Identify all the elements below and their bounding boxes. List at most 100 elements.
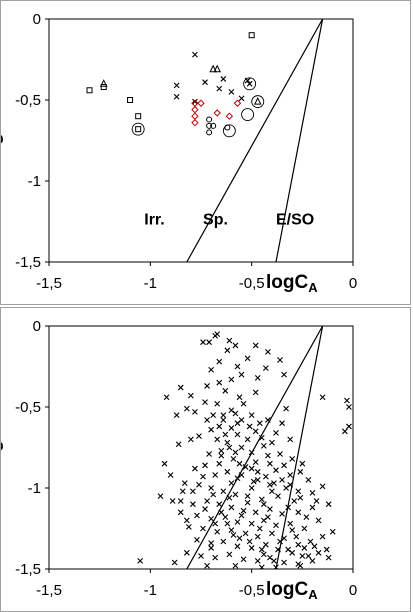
data-point-x: [242, 464, 249, 470]
data-point-x: [291, 498, 298, 504]
data-point-triangle: [213, 64, 222, 73]
data-point-square: [86, 87, 93, 94]
x-tick-label: -0,5: [239, 275, 265, 292]
data-point-x: [210, 412, 217, 418]
data-point-x: [204, 417, 210, 423]
data-point-x: [325, 554, 332, 561]
data-point-x: [248, 485, 255, 491]
data-point-x: [208, 426, 215, 433]
data-point-x: [183, 517, 190, 524]
data-point-x: [277, 357, 283, 363]
data-point-x: [208, 485, 215, 491]
data-point-x: [289, 527, 296, 534]
data-point-x: [238, 444, 245, 451]
data-point-x: [342, 428, 348, 435]
y-tick-label: -0,5: [15, 399, 41, 416]
data-point-x: [252, 459, 259, 465]
data-point-x: [254, 477, 261, 483]
data-point-x: [234, 363, 241, 370]
data-point-x: [167, 472, 174, 478]
data-point-x: [279, 420, 285, 427]
data-point-x: [283, 485, 290, 491]
data-point-x: [190, 501, 196, 508]
data-point-x: [283, 405, 290, 412]
x-tick-label: -1: [144, 275, 157, 292]
data-point-triangle: [99, 79, 108, 87]
data-point-x: [346, 404, 352, 410]
data-point-x: [232, 449, 239, 456]
data-point-x: [196, 433, 202, 440]
data-point-x: [177, 384, 184, 391]
data-point-x: [248, 520, 255, 527]
data-point-x: [173, 412, 180, 418]
boundary-line: [186, 326, 324, 569]
data-point-x: [307, 538, 314, 545]
data-point-diamond: [213, 109, 221, 117]
data-point-x: [240, 400, 247, 407]
data-point-x: [181, 480, 188, 487]
data-point-x: [234, 475, 241, 482]
data-point-x: [200, 525, 206, 532]
data-point-x: [212, 554, 219, 561]
data-point-x: [309, 489, 316, 496]
boundary-line: [275, 19, 324, 262]
data-point-square: [127, 97, 134, 103]
data-point-x: [309, 558, 316, 564]
data-point-x: [319, 533, 326, 540]
data-point-x: [206, 339, 212, 346]
data-point-x: [295, 509, 302, 516]
x-axis-title-main: logC: [266, 579, 308, 600]
data-point-x: [260, 551, 267, 558]
data-point-x: [183, 549, 190, 556]
data-point-x: [258, 564, 265, 569]
data-point-x: [216, 379, 223, 386]
plot-area: [86, 19, 324, 262]
data-point-x: [228, 376, 235, 383]
data-point-x: [208, 366, 215, 373]
x-tick-label: -1: [144, 582, 157, 599]
data-point-triangle: [209, 64, 217, 73]
data-point-x: [269, 439, 275, 446]
x-axis-title: logCA: [266, 272, 318, 295]
y-tick-label: -1: [28, 173, 41, 190]
data-point-diamond: [191, 112, 199, 120]
data-point-x: [238, 472, 245, 478]
data-point-x: [224, 347, 231, 354]
data-point-x: [260, 501, 267, 508]
data-point-x: [273, 430, 279, 436]
data-point-x: [238, 371, 245, 378]
data-point-x: [226, 551, 233, 558]
data-point-x: [258, 546, 265, 553]
data-point-x: [319, 394, 326, 401]
data-point-circle: [206, 129, 213, 136]
data-point-x: [137, 558, 144, 564]
data-point-x: [218, 509, 225, 516]
data-point-x: [269, 530, 275, 537]
y-tick-label: -1: [28, 480, 41, 497]
data-point-x: [248, 465, 255, 472]
data-point-square: [135, 113, 142, 120]
data-point-x: [289, 455, 296, 462]
data-point-x: [252, 342, 259, 349]
data-point-x: [208, 515, 215, 522]
data-point-x: [240, 507, 247, 514]
data-point-x: [232, 562, 239, 569]
data-point-x: [242, 530, 249, 537]
x-tick-label: 0: [349, 275, 357, 292]
data-point-x: [260, 517, 267, 524]
data-point-x: [240, 556, 247, 563]
data-point-circle: [206, 122, 213, 129]
data-point-x: [262, 541, 269, 548]
data-point-x: [289, 549, 296, 556]
data-point-x: [204, 383, 210, 389]
data-point-x: [232, 410, 239, 417]
data-point-x: [301, 525, 308, 532]
data-point-x: [262, 365, 269, 372]
data-point-x: [230, 455, 237, 462]
data-point-x: [346, 423, 352, 430]
data-point-circle: [206, 116, 213, 123]
data-point-x: [273, 522, 279, 529]
data-point-x: [325, 501, 332, 508]
data-point-x: [313, 498, 320, 504]
data-point-x: [163, 394, 170, 401]
